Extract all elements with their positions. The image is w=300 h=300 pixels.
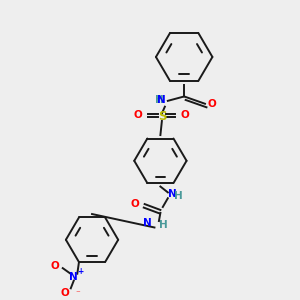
Text: O: O (50, 261, 59, 271)
Text: O: O (207, 99, 216, 109)
Text: O: O (61, 288, 69, 298)
Text: H: H (174, 191, 183, 201)
Text: ⁻: ⁻ (75, 290, 80, 299)
Text: H: H (154, 95, 164, 105)
Text: N: N (69, 272, 78, 282)
Text: S: S (158, 110, 166, 123)
Text: O: O (134, 110, 142, 121)
Text: H: H (159, 220, 168, 230)
Text: O: O (130, 199, 139, 208)
Text: N: N (157, 95, 166, 105)
Text: +: + (77, 267, 83, 276)
Text: N: N (143, 218, 152, 228)
Text: N: N (168, 189, 177, 199)
Text: O: O (181, 110, 189, 121)
